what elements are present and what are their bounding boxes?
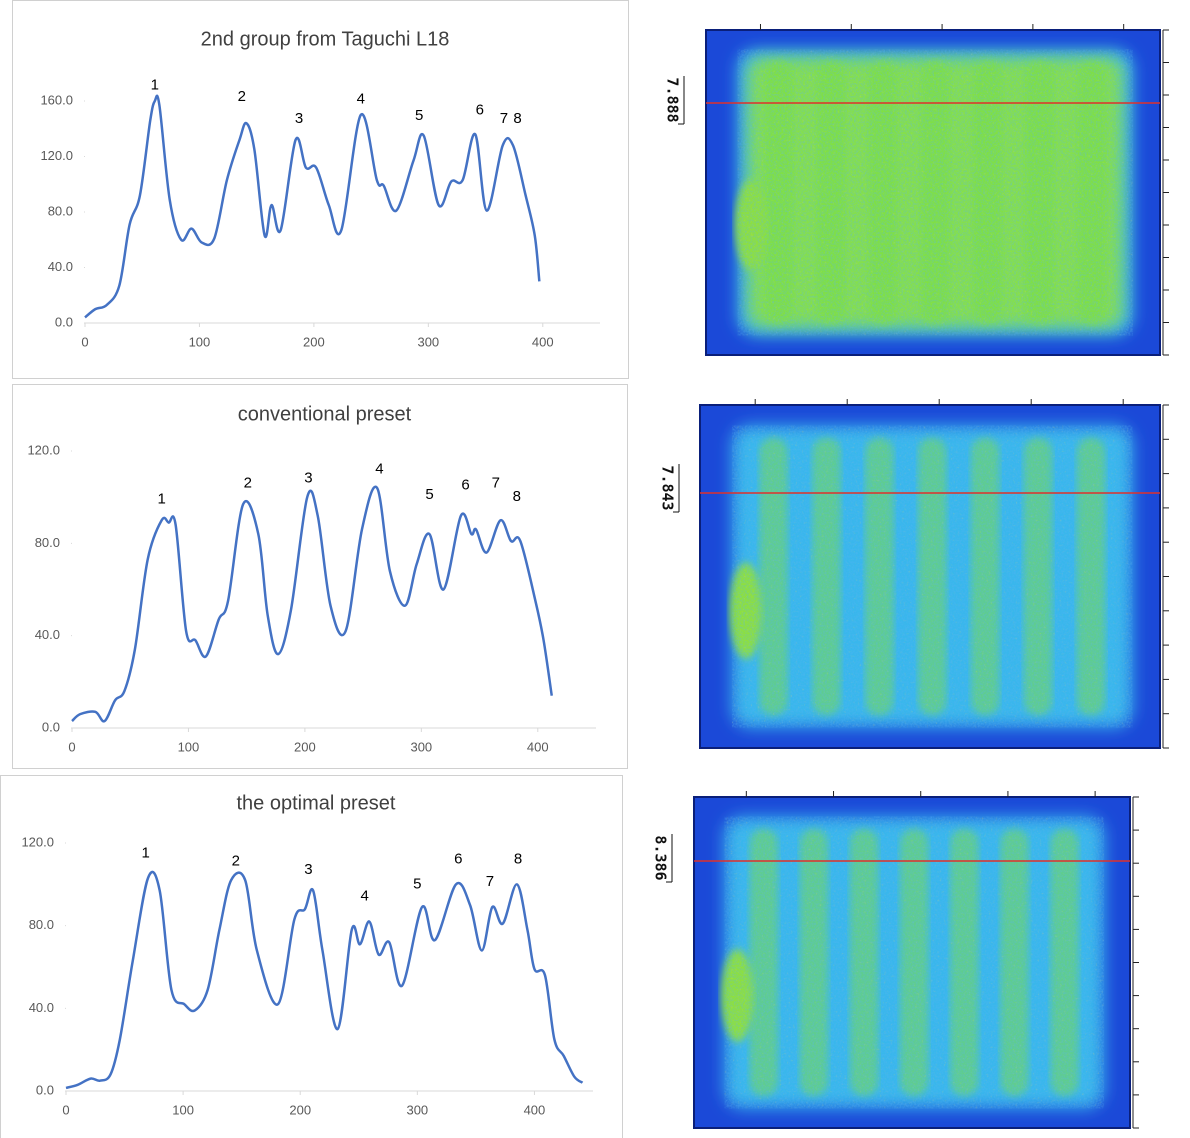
y-tick-label: 0.0: [42, 719, 60, 734]
heatmap-label: 8.386: [652, 835, 670, 880]
chart-title: 2nd group from Taguchi L18: [201, 28, 450, 50]
x-tick-label: 100: [178, 739, 200, 754]
peak-annotation: 6: [461, 477, 469, 494]
x-tick-label: 100: [189, 334, 211, 349]
x-tick-label: 100: [172, 1102, 194, 1117]
peak-annotation: 7: [500, 110, 508, 127]
x-tick-label: 0: [68, 739, 75, 754]
x-tick-label: 0: [62, 1102, 69, 1117]
x-tick-label: 400: [527, 739, 549, 754]
peak-annotation: 6: [454, 851, 462, 868]
data-line: [65, 870, 584, 1090]
y-tick-label: 120.0: [21, 834, 54, 849]
y-tick-label: 40.0: [48, 259, 73, 274]
peak-annotation: 3: [304, 861, 312, 878]
peak-annotation: 4: [357, 91, 365, 108]
peak-annotation: 8: [514, 851, 522, 868]
x-tick-label: 300: [406, 1102, 428, 1117]
y-tick-label: 160.0: [40, 92, 73, 107]
y-tick-label: 120.0: [40, 148, 73, 163]
x-tick-label: 300: [417, 334, 439, 349]
peak-annotation: 8: [513, 488, 521, 505]
peak-annotation: 4: [360, 888, 368, 905]
peak-annotation: 8: [513, 110, 521, 127]
peak-annotation: 1: [141, 844, 149, 861]
peak-annotation: 2: [238, 88, 246, 105]
chart-title: the optimal preset: [237, 792, 396, 814]
y-tick-label: 80.0: [29, 917, 54, 932]
peak-annotation: 6: [476, 102, 484, 119]
peak-annotation: 2: [244, 474, 252, 491]
heatmap-label: 7.843: [659, 465, 677, 510]
label-bracket: [678, 76, 685, 125]
y-tick-label: 40.0: [35, 627, 60, 642]
x-tick-label: 200: [294, 739, 316, 754]
data-line: [84, 94, 541, 319]
x-tick-label: 400: [524, 1102, 546, 1117]
heatmap-label: 7.888: [664, 77, 682, 122]
peak-annotation: 5: [425, 486, 433, 503]
peak-annotation: 7: [486, 873, 494, 890]
peak-annotation: 5: [413, 875, 421, 892]
y-tick-label: 0.0: [36, 1082, 54, 1097]
peak-annotation: 3: [304, 470, 312, 487]
heatmap-image: 7.843: [659, 399, 1169, 749]
chart-title: conventional preset: [238, 403, 412, 425]
heatmap-noise-hot: [732, 425, 1133, 728]
x-tick-label: 200: [289, 1102, 311, 1117]
heatmap-image: 8.386: [652, 791, 1139, 1129]
heatmap-image: 7.888: [664, 24, 1169, 356]
x-tick-label: 300: [410, 739, 432, 754]
peak-annotation: 1: [151, 77, 159, 94]
peak-annotation: 5: [415, 107, 423, 124]
data-line: [71, 485, 553, 723]
heatmap-noise-hot: [737, 49, 1133, 336]
x-tick-label: 200: [303, 334, 325, 349]
chart-panel: [12, 384, 628, 769]
x-tick-label: 400: [532, 334, 554, 349]
chart-panel: [12, 0, 629, 379]
chart-panel: [0, 775, 623, 1138]
y-tick-label: 40.0: [29, 1000, 54, 1015]
label-bracket: [673, 464, 680, 513]
y-tick-label: 80.0: [35, 535, 60, 550]
peak-annotation: 4: [375, 460, 383, 477]
peak-annotation: 2: [232, 853, 240, 870]
y-tick-label: 0.0: [55, 314, 73, 329]
heatmap-noise-hot: [724, 816, 1104, 1109]
peak-annotation: 1: [157, 490, 165, 507]
peak-annotation: 3: [295, 110, 303, 127]
y-tick-label: 120.0: [27, 442, 60, 457]
y-tick-label: 80.0: [48, 203, 73, 218]
label-bracket: [666, 834, 673, 883]
peak-annotation: 7: [492, 474, 500, 491]
x-tick-label: 0: [81, 334, 88, 349]
